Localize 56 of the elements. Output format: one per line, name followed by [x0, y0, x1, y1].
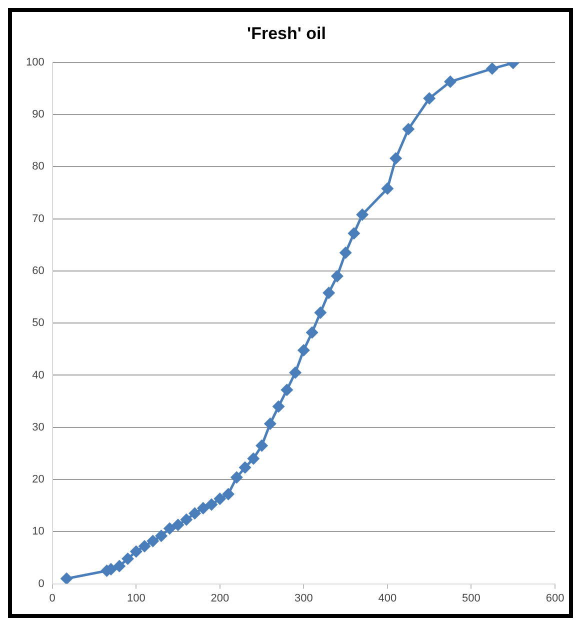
point — [172, 519, 184, 531]
x-tick-label: 200 — [210, 592, 230, 604]
point — [390, 152, 402, 164]
point — [382, 182, 394, 194]
chart-title: 'Fresh' oil — [247, 24, 326, 43]
y-tick-label: 100 — [26, 56, 44, 68]
point — [314, 306, 326, 318]
point — [214, 493, 226, 505]
point — [272, 400, 284, 412]
point — [356, 208, 368, 220]
x-tick-label: 300 — [294, 592, 313, 604]
y-tick-label: 70 — [32, 212, 44, 225]
y-tick-label: 80 — [32, 160, 44, 173]
point — [189, 508, 201, 520]
point — [60, 572, 72, 584]
point — [130, 546, 142, 558]
point — [230, 472, 242, 484]
point — [340, 246, 352, 258]
x-tick-label: 100 — [126, 592, 146, 604]
point — [306, 326, 318, 338]
point — [424, 92, 436, 104]
y-tick-label: 40 — [32, 369, 44, 382]
point — [147, 535, 159, 547]
point — [138, 540, 150, 552]
point — [122, 553, 134, 565]
y-tick-label: 10 — [32, 526, 44, 538]
point — [444, 76, 456, 88]
point — [156, 530, 168, 542]
x-tick-label: 600 — [546, 592, 564, 604]
y-tick-label: 50 — [32, 317, 44, 330]
point — [348, 228, 360, 240]
point — [256, 440, 268, 452]
point — [206, 498, 218, 510]
point — [486, 62, 498, 74]
point — [222, 488, 234, 500]
point — [248, 452, 260, 464]
y-tick-label: 20 — [32, 474, 44, 486]
x-tick-label: 0 — [49, 592, 56, 604]
y-tick-label: 30 — [32, 421, 44, 434]
point — [281, 384, 293, 396]
x-tick-label: 500 — [462, 592, 480, 604]
point — [323, 287, 335, 299]
point — [114, 560, 126, 572]
point — [197, 502, 209, 514]
y-tick-label: 90 — [32, 108, 44, 121]
x-tick-label: 400 — [378, 592, 397, 604]
y-tick-label: 0 — [38, 578, 44, 590]
point — [331, 270, 343, 282]
point — [298, 344, 310, 356]
point — [164, 522, 176, 534]
point — [290, 366, 302, 378]
point — [180, 514, 192, 526]
y-tick-label: 60 — [32, 264, 44, 277]
point — [402, 123, 414, 135]
point — [264, 418, 276, 430]
point — [239, 462, 251, 474]
